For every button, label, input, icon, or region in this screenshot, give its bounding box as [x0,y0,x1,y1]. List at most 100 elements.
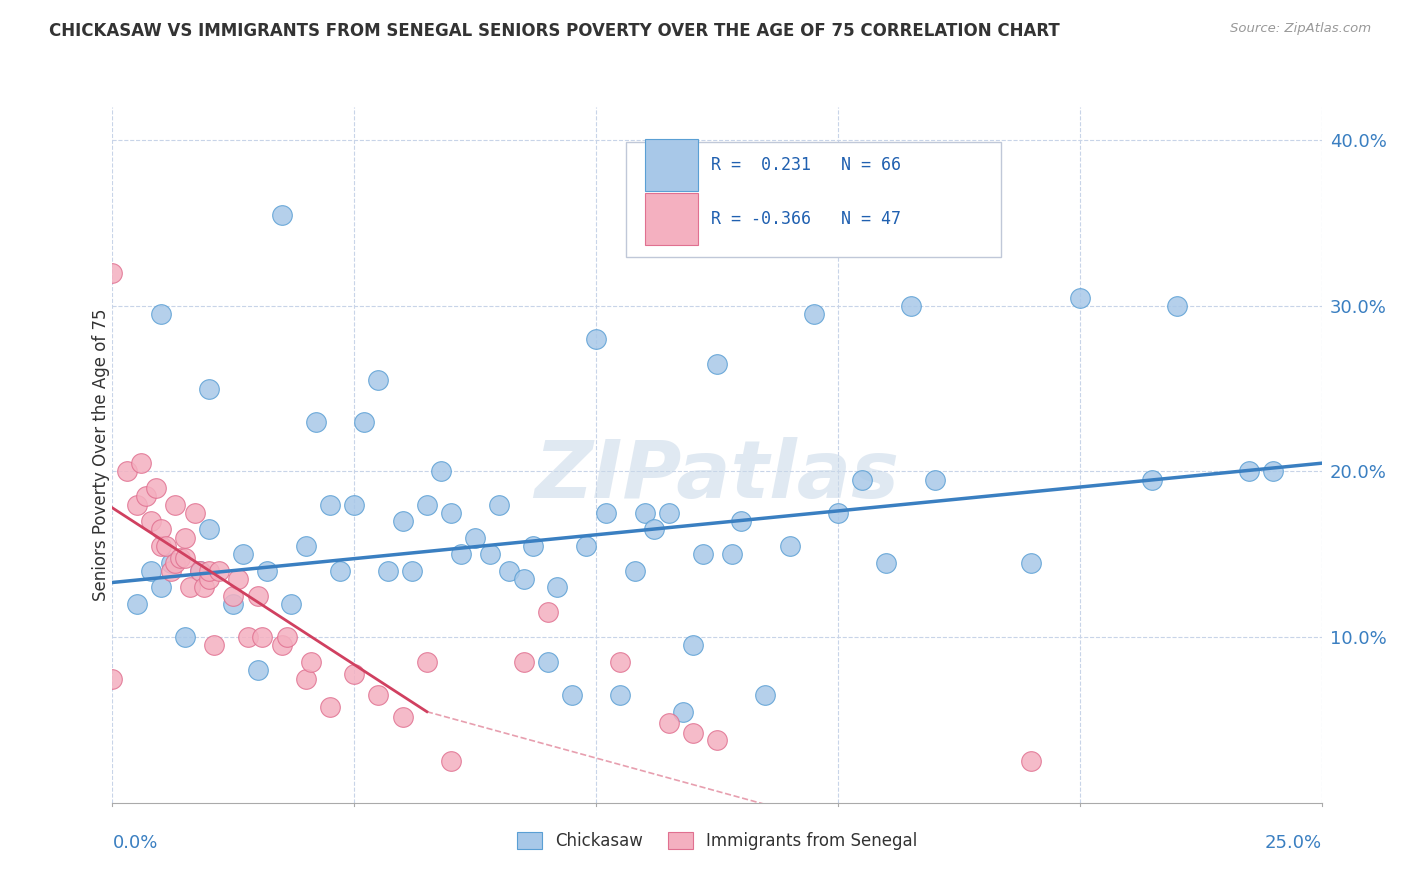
Point [141,514,163,528]
Point [754,688,776,702]
Point [498,564,520,578]
Point [353,415,375,429]
Point [141,564,163,578]
Point [682,726,704,740]
Point [595,506,617,520]
Point [159,564,181,578]
Text: ZIPatlas: ZIPatlas [534,437,900,515]
Point [149,581,172,595]
Point [1069,291,1091,305]
FancyBboxPatch shape [644,194,697,244]
Point [1237,465,1260,479]
Text: R = -0.366   N = 47: R = -0.366 N = 47 [711,210,901,228]
Point [682,639,704,653]
Point [295,672,318,686]
Point [672,705,695,719]
Point [295,539,318,553]
Point [149,539,172,553]
Point [522,539,544,553]
Legend: Chickasaw, Immigrants from Senegal: Chickasaw, Immigrants from Senegal [510,826,924,857]
Point [198,572,221,586]
Point [280,597,302,611]
Point [1021,556,1043,570]
Point [193,581,215,595]
Point [169,550,191,565]
Point [512,655,534,669]
Point [343,498,366,512]
Point [329,564,352,578]
Point [706,357,728,371]
Point [464,531,486,545]
Point [585,332,607,346]
Point [222,597,245,611]
Point [575,539,598,553]
Point [450,547,472,561]
Point [115,465,138,479]
Point [159,556,181,570]
Point [512,572,534,586]
Point [174,531,197,545]
Point [256,564,278,578]
Point [875,556,897,570]
Point [391,709,413,723]
Point [198,382,221,396]
Point [440,506,463,520]
Point [720,547,742,561]
Point [165,556,187,570]
Point [149,523,172,537]
Point [1263,465,1285,479]
Point [1166,299,1188,313]
Point [188,564,211,578]
Point [232,547,254,561]
Point [706,732,728,747]
Point [198,523,221,537]
Point [924,473,946,487]
Point [658,506,681,520]
Point [537,605,560,619]
Point [299,655,322,669]
Point [155,539,177,553]
Point [135,489,157,503]
Point [125,597,148,611]
Point [304,415,326,429]
Point [101,266,124,280]
FancyBboxPatch shape [644,139,697,191]
Point [202,639,225,653]
Point [319,699,342,714]
Point [174,550,197,565]
Point [730,514,752,528]
Point [537,655,560,669]
Y-axis label: Seniors Poverty Over the Age of 75: Seniors Poverty Over the Age of 75 [93,309,110,601]
Point [440,755,463,769]
Point [851,473,873,487]
Point [145,481,167,495]
Point [246,589,269,603]
Point [367,688,389,702]
Point [658,716,681,731]
Point [643,523,665,537]
Point [174,630,197,644]
Point [131,456,153,470]
Text: 25.0%: 25.0% [1264,834,1322,852]
Point [1142,473,1164,487]
Point [377,564,399,578]
Point [270,208,292,222]
Point [367,373,389,387]
Point [1021,755,1043,769]
Point [416,498,439,512]
Point [179,581,201,595]
Point [101,672,124,686]
Point [183,506,205,520]
Point [208,564,231,578]
Point [165,498,187,512]
Point [803,307,825,321]
Point [343,666,366,681]
Point [478,547,501,561]
Text: 0.0%: 0.0% [112,834,157,852]
Point [561,688,583,702]
Point [609,688,631,702]
Point [401,564,423,578]
Point [252,630,274,644]
Point [236,630,259,644]
Point [430,465,453,479]
